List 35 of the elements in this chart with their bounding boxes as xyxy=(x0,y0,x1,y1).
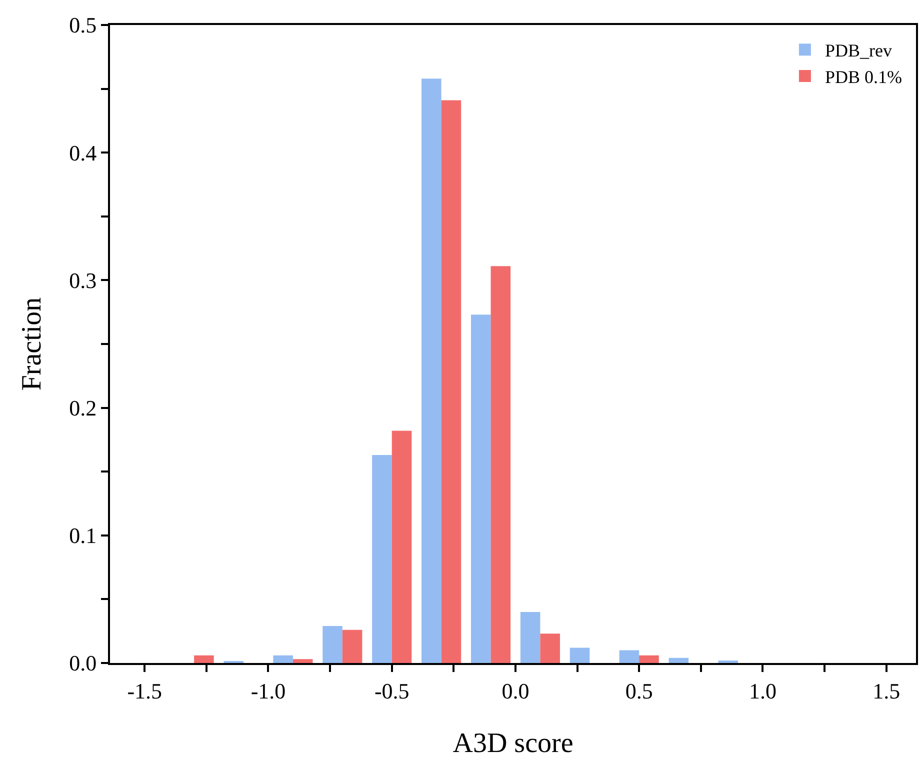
bar xyxy=(668,658,689,663)
x-tick-label: 1.0 xyxy=(748,678,776,704)
bar xyxy=(322,626,342,663)
y-axis-title: Fraction xyxy=(16,297,48,391)
y-tick-label: 0.3 xyxy=(69,268,97,293)
x-tick-label: -1.0 xyxy=(250,678,286,704)
bar xyxy=(273,655,293,663)
legend-label: PDB_rev xyxy=(824,40,892,61)
bar xyxy=(342,630,362,663)
bar xyxy=(570,648,590,663)
x-tick-label: -0.5 xyxy=(374,678,410,704)
legend-label: PDB 0.1% xyxy=(824,67,902,87)
x-axis-title: A3D score xyxy=(452,728,574,759)
bar xyxy=(422,78,442,663)
bar xyxy=(520,612,540,663)
x-tick-label: -1.5 xyxy=(127,678,162,704)
bar xyxy=(194,655,214,663)
bar xyxy=(392,430,412,663)
bar xyxy=(639,655,659,663)
bar xyxy=(619,650,640,663)
x-tick-label: 1.5 xyxy=(872,678,900,704)
y-tick-label: 0.1 xyxy=(69,523,97,548)
y-tick-label: 0.2 xyxy=(69,396,97,420)
bar xyxy=(490,266,511,663)
y-tick-label: 0.0 xyxy=(69,650,97,676)
bar xyxy=(372,455,392,663)
y-tick-label: 0.4 xyxy=(69,140,97,166)
bar xyxy=(540,634,560,663)
bar xyxy=(441,100,462,663)
x-tick-label: 0.5 xyxy=(625,678,653,704)
x-tick-label: 0.0 xyxy=(502,678,530,704)
bar xyxy=(292,659,313,663)
bar xyxy=(470,314,491,663)
y-tick-label: 0.5 xyxy=(69,12,97,38)
bar xyxy=(718,660,738,663)
